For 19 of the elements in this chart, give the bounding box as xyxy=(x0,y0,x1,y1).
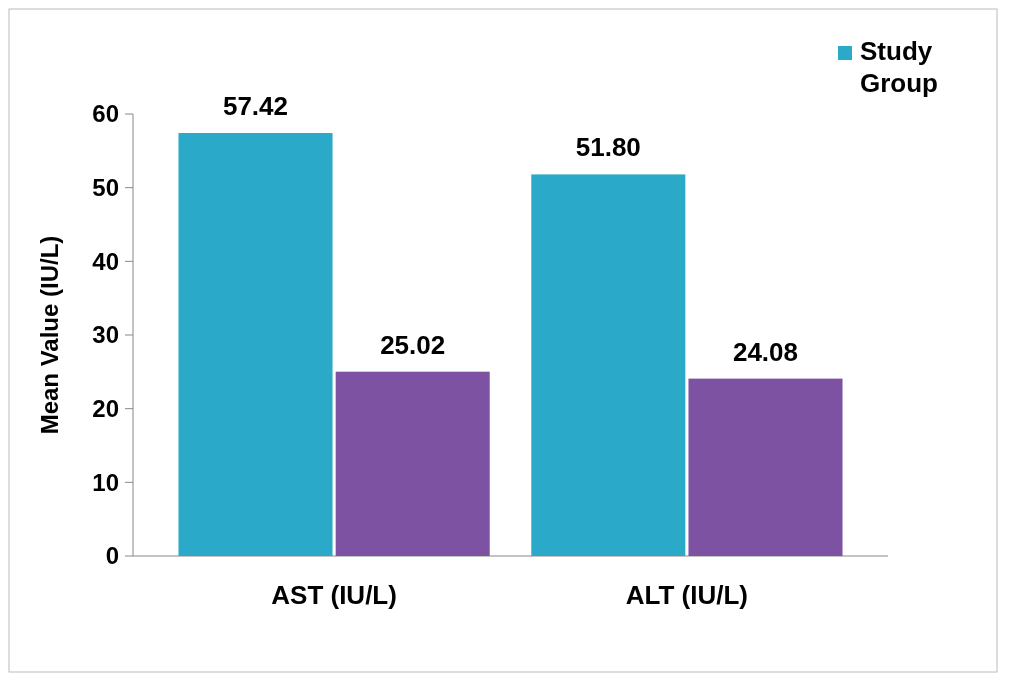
bar xyxy=(531,174,686,556)
y-tick-label: 60 xyxy=(92,100,119,128)
text: 24.08 xyxy=(732,336,799,367)
text: 57.42 xyxy=(222,91,289,122)
y-tick-label: 40 xyxy=(92,247,119,275)
y-tick-label: 30 xyxy=(92,321,119,349)
legend-label: Study Group xyxy=(860,36,938,98)
y-tick-label: 0 xyxy=(105,542,119,570)
y-tick-label: 10 xyxy=(92,468,119,496)
x-tick-label: ALT (IU/L) xyxy=(625,580,749,610)
bar xyxy=(335,371,490,556)
text: 51.80 xyxy=(575,132,641,163)
text: 25.02 xyxy=(380,329,446,360)
bar xyxy=(688,378,843,556)
bar xyxy=(178,133,333,556)
y-axis-title: Mean Value (IU/L) xyxy=(36,235,63,435)
y-tick-label: 50 xyxy=(92,174,119,202)
y-tick-label: 20 xyxy=(92,395,119,423)
x-tick-label: AST (IU/L) xyxy=(271,580,397,610)
